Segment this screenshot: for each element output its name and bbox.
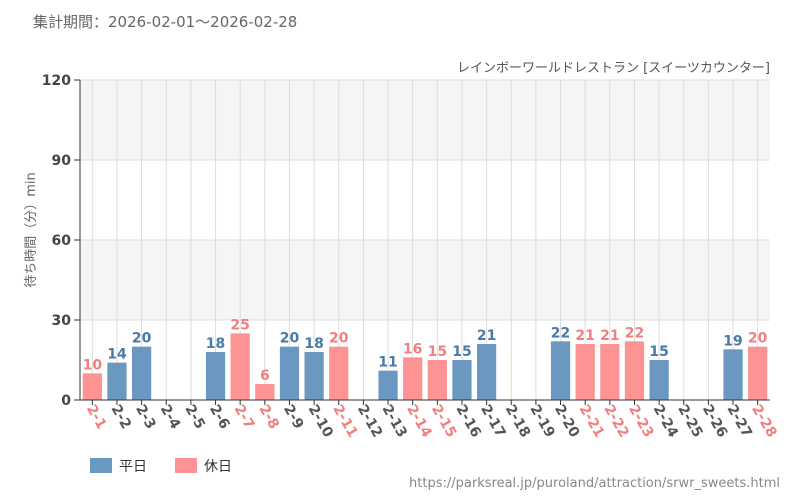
legend-label-holiday: 休日 — [204, 459, 232, 475]
bar-2-21 — [575, 344, 595, 400]
y-tick-label: 0 — [61, 393, 71, 409]
x-tick-label-2-7: 2-7 — [231, 402, 258, 432]
y-axis-label: 待ち時間（分）min — [24, 172, 39, 288]
bar-2-6 — [205, 352, 226, 400]
legend-swatch-weekday — [90, 458, 112, 473]
bar-label-2-13: 11 — [378, 355, 397, 371]
bar-label-2-15: 15 — [428, 344, 447, 360]
y-tick-label: 90 — [52, 153, 72, 169]
x-tick-label-2-28: 2-28 — [748, 402, 779, 440]
bar-2-14 — [403, 357, 423, 400]
y-tick-label: 120 — [42, 73, 71, 89]
bar-label-2-21: 21 — [575, 328, 594, 344]
bar-2-23 — [624, 341, 645, 400]
legend: 平日 休日 — [90, 458, 232, 475]
bar-label-2-8: 6 — [260, 368, 270, 384]
y-axis-ticks: 0 30 60 90 120 — [42, 73, 80, 409]
bar-2-11 — [329, 346, 349, 400]
period-label: 集計期間：2026-02-01～2026-02-28 — [33, 13, 297, 31]
x-tick-label-2-3: 2-3 — [132, 402, 159, 432]
bar-series — [82, 333, 768, 400]
bar-2-8 — [255, 384, 275, 400]
bar-2-7 — [230, 333, 250, 400]
bar-label-2-24: 15 — [649, 344, 668, 360]
bar-label-2-17: 21 — [477, 328, 496, 344]
bar-2-20 — [550, 341, 571, 400]
bar-label-2-14: 16 — [403, 341, 422, 357]
bar-2-17 — [476, 344, 497, 400]
bar-label-2-23: 22 — [625, 325, 644, 341]
legend-label-weekday: 平日 — [119, 459, 147, 475]
y-tick-label: 30 — [52, 313, 72, 329]
bar-2-28 — [748, 346, 768, 400]
bar-2-10 — [304, 352, 324, 400]
bar-2-27 — [723, 349, 743, 400]
bar-2-15 — [427, 360, 447, 400]
bar-2-3 — [131, 346, 152, 400]
bar-label-2-2: 14 — [107, 347, 127, 363]
bar-label-2-9: 20 — [280, 331, 300, 347]
background-band — [80, 160, 770, 240]
background-band — [80, 240, 770, 320]
bar-label-2-1: 10 — [83, 357, 103, 373]
x-tick-label-2-6: 2-6 — [206, 402, 233, 432]
bar-label-2-22: 21 — [600, 328, 619, 344]
background-band — [80, 80, 770, 160]
x-tick-label-2-4: 2-4 — [157, 402, 184, 432]
bar-2-22 — [600, 344, 620, 400]
x-tick-label-2-8: 2-8 — [255, 402, 282, 432]
x-tick-label-2-2: 2-2 — [108, 402, 135, 432]
bar-label-2-7: 25 — [230, 317, 249, 333]
bar-label-2-20: 22 — [551, 325, 570, 341]
bar-2-24 — [649, 360, 669, 400]
chart-title: レインボーワールドレストラン [スイーツカウンター] — [457, 61, 770, 76]
y-tick-label: 60 — [52, 233, 72, 249]
background-bands — [80, 80, 770, 400]
bar-label-2-3: 20 — [132, 331, 152, 347]
bar-2-16 — [452, 360, 472, 400]
bar-label-2-10: 18 — [304, 336, 323, 352]
x-tick-label-2-9: 2-9 — [280, 402, 307, 432]
bar-label-2-6: 18 — [206, 336, 225, 352]
bar-label-2-28: 20 — [748, 331, 768, 347]
bar-label-2-11: 20 — [329, 331, 349, 347]
bar-label-2-16: 15 — [452, 344, 471, 360]
x-axis-ticks: 2-12-22-32-42-52-62-72-82-92-102-112-122… — [83, 400, 780, 441]
bar-2-1 — [82, 373, 102, 400]
x-tick-label-2-1: 2-1 — [83, 402, 110, 432]
source-url: https://parksreal.jp/puroland/attraction… — [409, 476, 780, 491]
bar-2-2 — [107, 362, 127, 400]
bar-2-9 — [279, 346, 300, 400]
legend-swatch-holiday — [175, 458, 197, 473]
bar-label-2-27: 19 — [723, 333, 742, 349]
bar-2-13 — [378, 370, 398, 400]
x-tick-label-2-5: 2-5 — [181, 402, 208, 432]
